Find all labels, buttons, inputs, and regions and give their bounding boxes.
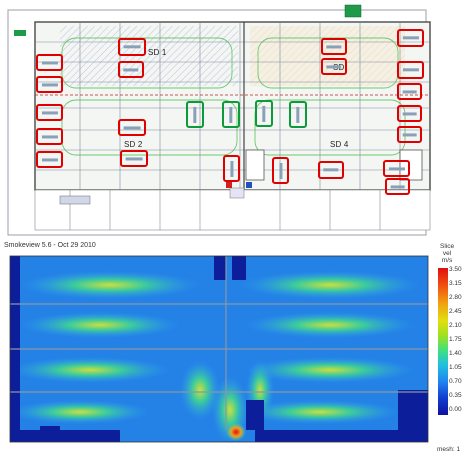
- red-marker: [36, 76, 63, 93]
- red-marker: [397, 126, 422, 143]
- red-marker: [321, 58, 347, 75]
- plot-title: Smokeview 5.6 - Oct 29 2010: [4, 242, 96, 249]
- red-marker: [118, 38, 146, 56]
- colorbar: [438, 268, 448, 415]
- hatched-zone-sd1: [60, 26, 238, 86]
- north-key: [344, 4, 362, 18]
- colorbar-value: 2.10: [449, 322, 462, 329]
- fire-source: [226, 423, 246, 441]
- stair-core: [245, 149, 265, 181]
- red-marker: [272, 157, 289, 184]
- colorbar-value: 2.45: [449, 308, 462, 315]
- colorbar-value: 0.70: [449, 378, 462, 385]
- red-marker: [223, 155, 240, 182]
- colorbar-title: Slice: [440, 243, 455, 250]
- red-marker: [36, 151, 63, 168]
- colorbar-unit: m/s: [441, 257, 453, 264]
- red-marker: [36, 104, 63, 121]
- red-marker: [385, 178, 410, 195]
- red-marker: [383, 160, 410, 177]
- colorbar-header: Slice vel m/s: [440, 243, 454, 264]
- red-marker: [36, 54, 63, 71]
- red-marker: [118, 119, 146, 136]
- red-marker: [397, 83, 422, 100]
- red-marker: [397, 29, 424, 47]
- colorbar-value: 1.40: [449, 350, 462, 357]
- colorbar-value: 2.80: [449, 294, 462, 301]
- red-marker: [321, 38, 347, 55]
- red-marker: [397, 61, 424, 79]
- red-marker: [120, 150, 148, 167]
- colorbar-value: 0.35: [449, 392, 462, 399]
- colorbar-value: 3.15: [449, 280, 462, 287]
- colorbar-value: 1.75: [449, 336, 462, 343]
- colorbar-value: 0.00: [449, 406, 462, 413]
- red-marker: [118, 61, 144, 78]
- red-marker: [36, 128, 63, 145]
- zone-label-sd1: SD 1: [148, 48, 167, 57]
- zone-label-sd4: SD 4: [330, 140, 349, 149]
- green-marker: [289, 101, 307, 128]
- green-marker: [255, 100, 273, 127]
- red-marker: [318, 161, 344, 179]
- contour-field: [9, 255, 429, 444]
- mesh-label: mesh: 1: [437, 446, 461, 453]
- red-marker: [397, 105, 422, 122]
- colorbar-value: 1.05: [449, 364, 462, 371]
- colorbar-quantity: vel: [442, 250, 452, 257]
- zone-label-sd2: SD 2: [124, 140, 143, 149]
- floor-plan: SD 1 SD SD 2 SD 4: [7, 4, 431, 236]
- green-marker: [222, 101, 240, 128]
- smoke-velocity-plot: Smokeview 5.6 - Oct 29 2010: [0, 240, 465, 457]
- green-marker: [186, 101, 204, 128]
- colorbar-value: 3.50: [449, 266, 462, 273]
